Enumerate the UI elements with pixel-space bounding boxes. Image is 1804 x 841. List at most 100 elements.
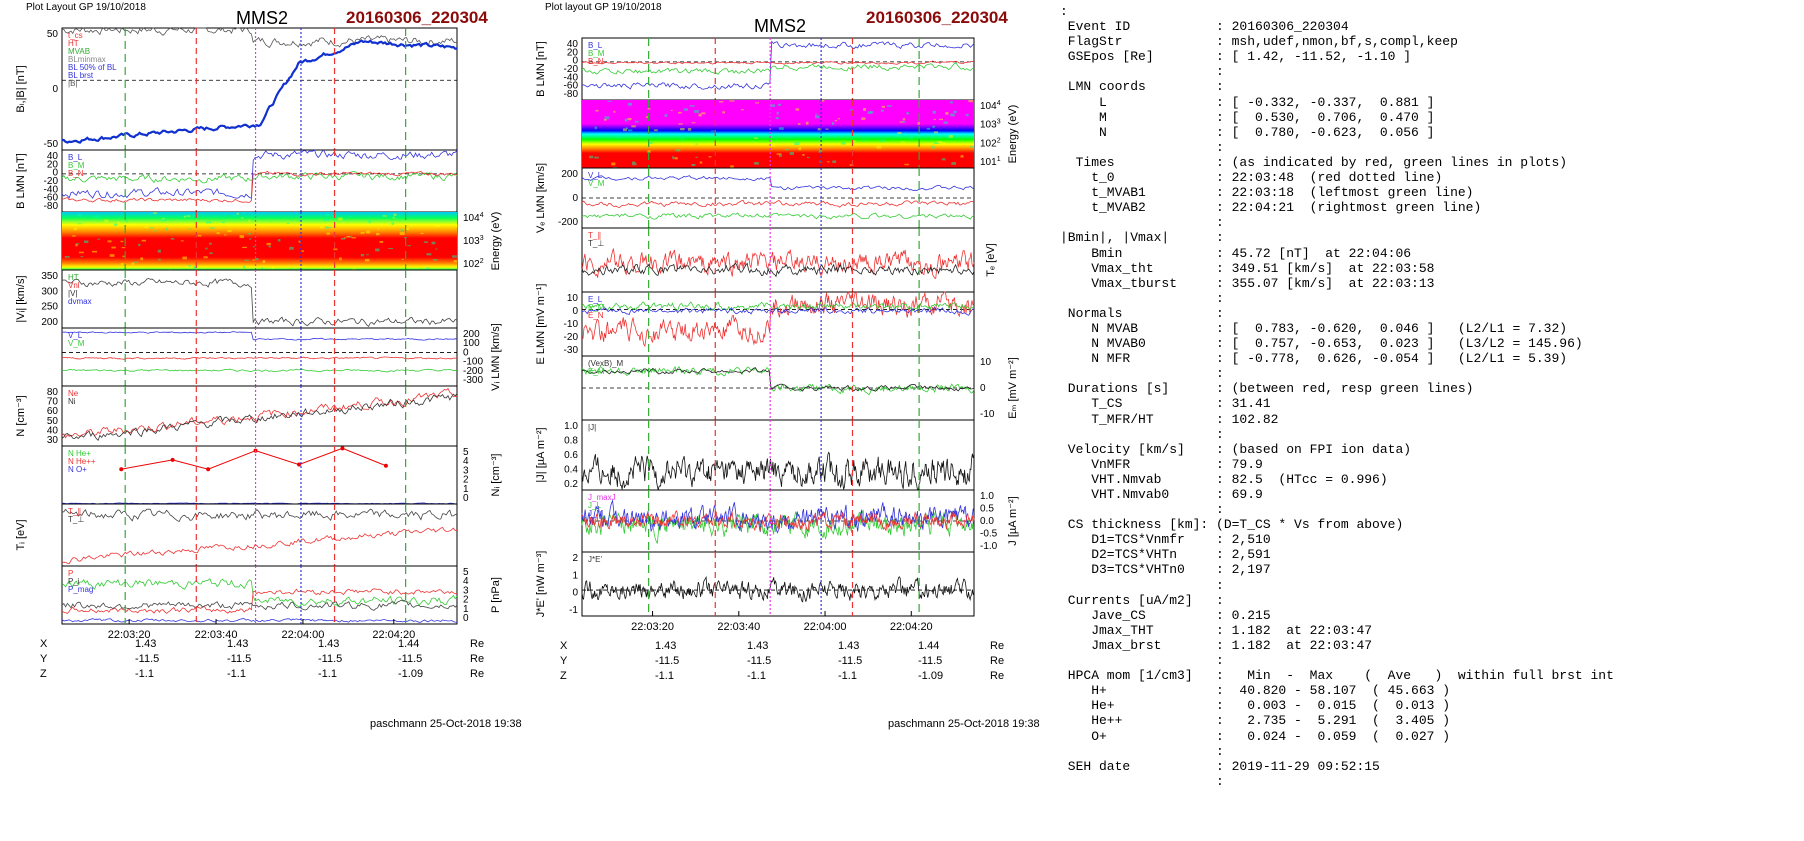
summary-line: Jmax_brst : 1.182 at 22:03:47 [1060, 637, 1373, 653]
series-line [61, 149, 458, 199]
spectrogram-pixel [698, 113, 702, 117]
spectrogram-pixel [664, 114, 668, 118]
series-line [61, 618, 458, 623]
coords-value: 1.43 [135, 638, 157, 650]
y-axis-label: N [cm⁻³] [15, 395, 27, 436]
spectrogram-pixel [325, 214, 330, 216]
spectrogram-pixel [942, 142, 945, 144]
series-line [581, 575, 975, 603]
spectrogram-pixel [834, 120, 838, 122]
y-axis-label: E LMN [mV m⁻¹] [535, 284, 547, 365]
middle-footer: paschmann 25-Oct-2018 19:38 [888, 718, 1040, 730]
plot-panel: 10 0 -10 -20 -30 E LMN [mV m⁻¹] E_LE_ME_N [535, 284, 975, 365]
spectrogram-pixel [277, 239, 281, 242]
x-tick-label: 22:04:20 [890, 621, 933, 633]
y-tick-label: 1033 [463, 235, 484, 247]
coords-label: Z [40, 668, 47, 680]
spectrogram-pixel [244, 259, 249, 261]
spectrogram-pixel [113, 223, 118, 226]
spectrogram-pixel [247, 233, 252, 235]
spectrogram-pixel [456, 224, 460, 227]
plot-panel: 2 1 0 -1 J*E' [nW m⁻³] J*E' [535, 551, 975, 617]
spectrogram-pixel [722, 111, 726, 114]
y-tick-label: 0.4 [564, 465, 578, 476]
y-tick-label: 50 [47, 29, 59, 40]
spectrogram-pixel [797, 123, 801, 125]
summary-line: VnMFR : 79.9 [1060, 456, 1263, 472]
spectrogram-pixel [937, 141, 943, 144]
series-line [581, 451, 975, 491]
y-tick-label: 1 [463, 484, 469, 495]
summary-line: : [1060, 215, 1224, 231]
spectrogram-pixel [337, 217, 343, 221]
spectrogram-pixel [388, 247, 394, 250]
spectrogram-pixel [646, 116, 649, 119]
coords-value: 1.44 [918, 640, 940, 652]
spectrogram-pixel [153, 212, 157, 214]
spectrogram-pixel [648, 141, 653, 144]
spectrogram-pixel [678, 111, 682, 114]
series-line [581, 212, 975, 220]
legend-entry: B_M [588, 49, 605, 58]
series-line [61, 599, 458, 611]
spectrogram-pixel [426, 253, 432, 256]
series-line [582, 60, 975, 65]
spectrogram-pixel [266, 242, 271, 246]
spectrogram-pixel [221, 221, 225, 224]
coords-value: -1.1 [318, 668, 337, 680]
spectrogram-pixel [252, 246, 256, 248]
legend-entry: t_cs [68, 31, 83, 40]
spectrogram-pixel [97, 238, 101, 240]
summary-line: VHT.Nmvab0 : 69.9 [1060, 487, 1263, 502]
y-tick-label: 50 [47, 416, 59, 427]
panel-frame [61, 327, 458, 387]
summary-line: Bmin : 45.72 [nT] at 22:04:06 [1060, 245, 1412, 261]
spectrogram-pixel [218, 223, 222, 225]
summary-line: : [1060, 502, 1224, 518]
coords-value: -11.5 [318, 653, 343, 665]
summary-line: HPCA mom [1/cm3] : Min - Max ( Ave ) wit… [1060, 668, 1614, 684]
legend-entry: J_L [588, 501, 601, 510]
spectrogram-pixel [933, 118, 936, 121]
y-tick-label: 4 [463, 456, 469, 467]
summary-line: : [1060, 290, 1224, 306]
y-tick-label: -80 [44, 201, 59, 212]
spectrogram-pixel [191, 214, 195, 218]
spectrogram-pixel [252, 259, 255, 261]
y-tick-label: 0.5 [980, 504, 994, 515]
spectrogram-pixel [368, 220, 371, 224]
spectrogram-pixel [624, 118, 628, 122]
spectrogram-pixel [653, 129, 658, 132]
spectrogram-pixel [382, 215, 387, 217]
spectrogram-pixel [182, 256, 187, 260]
summary-line: He+ : 0.003 - 0.015 ( 0.013 ) [1060, 698, 1451, 714]
summary-line: : [1060, 743, 1224, 759]
series-line [581, 499, 975, 534]
y-tick-label: -20 [564, 332, 579, 343]
legend-entry: T_∥ [68, 507, 81, 516]
spectrogram-pixel [392, 216, 395, 219]
series-line [61, 393, 458, 442]
middle-event-title: 20160306_220304 [866, 8, 1008, 27]
summary-line: N MFR : [ -0.778, 0.626, -0.054 ] (L2/L1… [1060, 351, 1568, 367]
coords-label: Z [560, 670, 567, 682]
spectrogram-pixel [627, 129, 633, 132]
event-summary-text: : Event ID : 20160306_220304 FlagStr : m… [1060, 4, 1800, 789]
spectrogram-pixel [104, 219, 109, 223]
spectrogram-pixel [431, 241, 436, 245]
series-line [581, 291, 975, 347]
summary-line: T_CS : 31.41 [1060, 396, 1271, 412]
spectrogram-pixel [209, 242, 212, 245]
y-tick-label: 100 [463, 338, 480, 349]
series-line [61, 527, 458, 565]
y-tick-label: 1011 [980, 156, 1001, 168]
spectrogram-pixel [400, 228, 403, 232]
spectrogram-pixel [452, 255, 457, 258]
legend-entry: J_maxJ [588, 493, 616, 502]
y-tick-label: -20 [564, 64, 579, 75]
